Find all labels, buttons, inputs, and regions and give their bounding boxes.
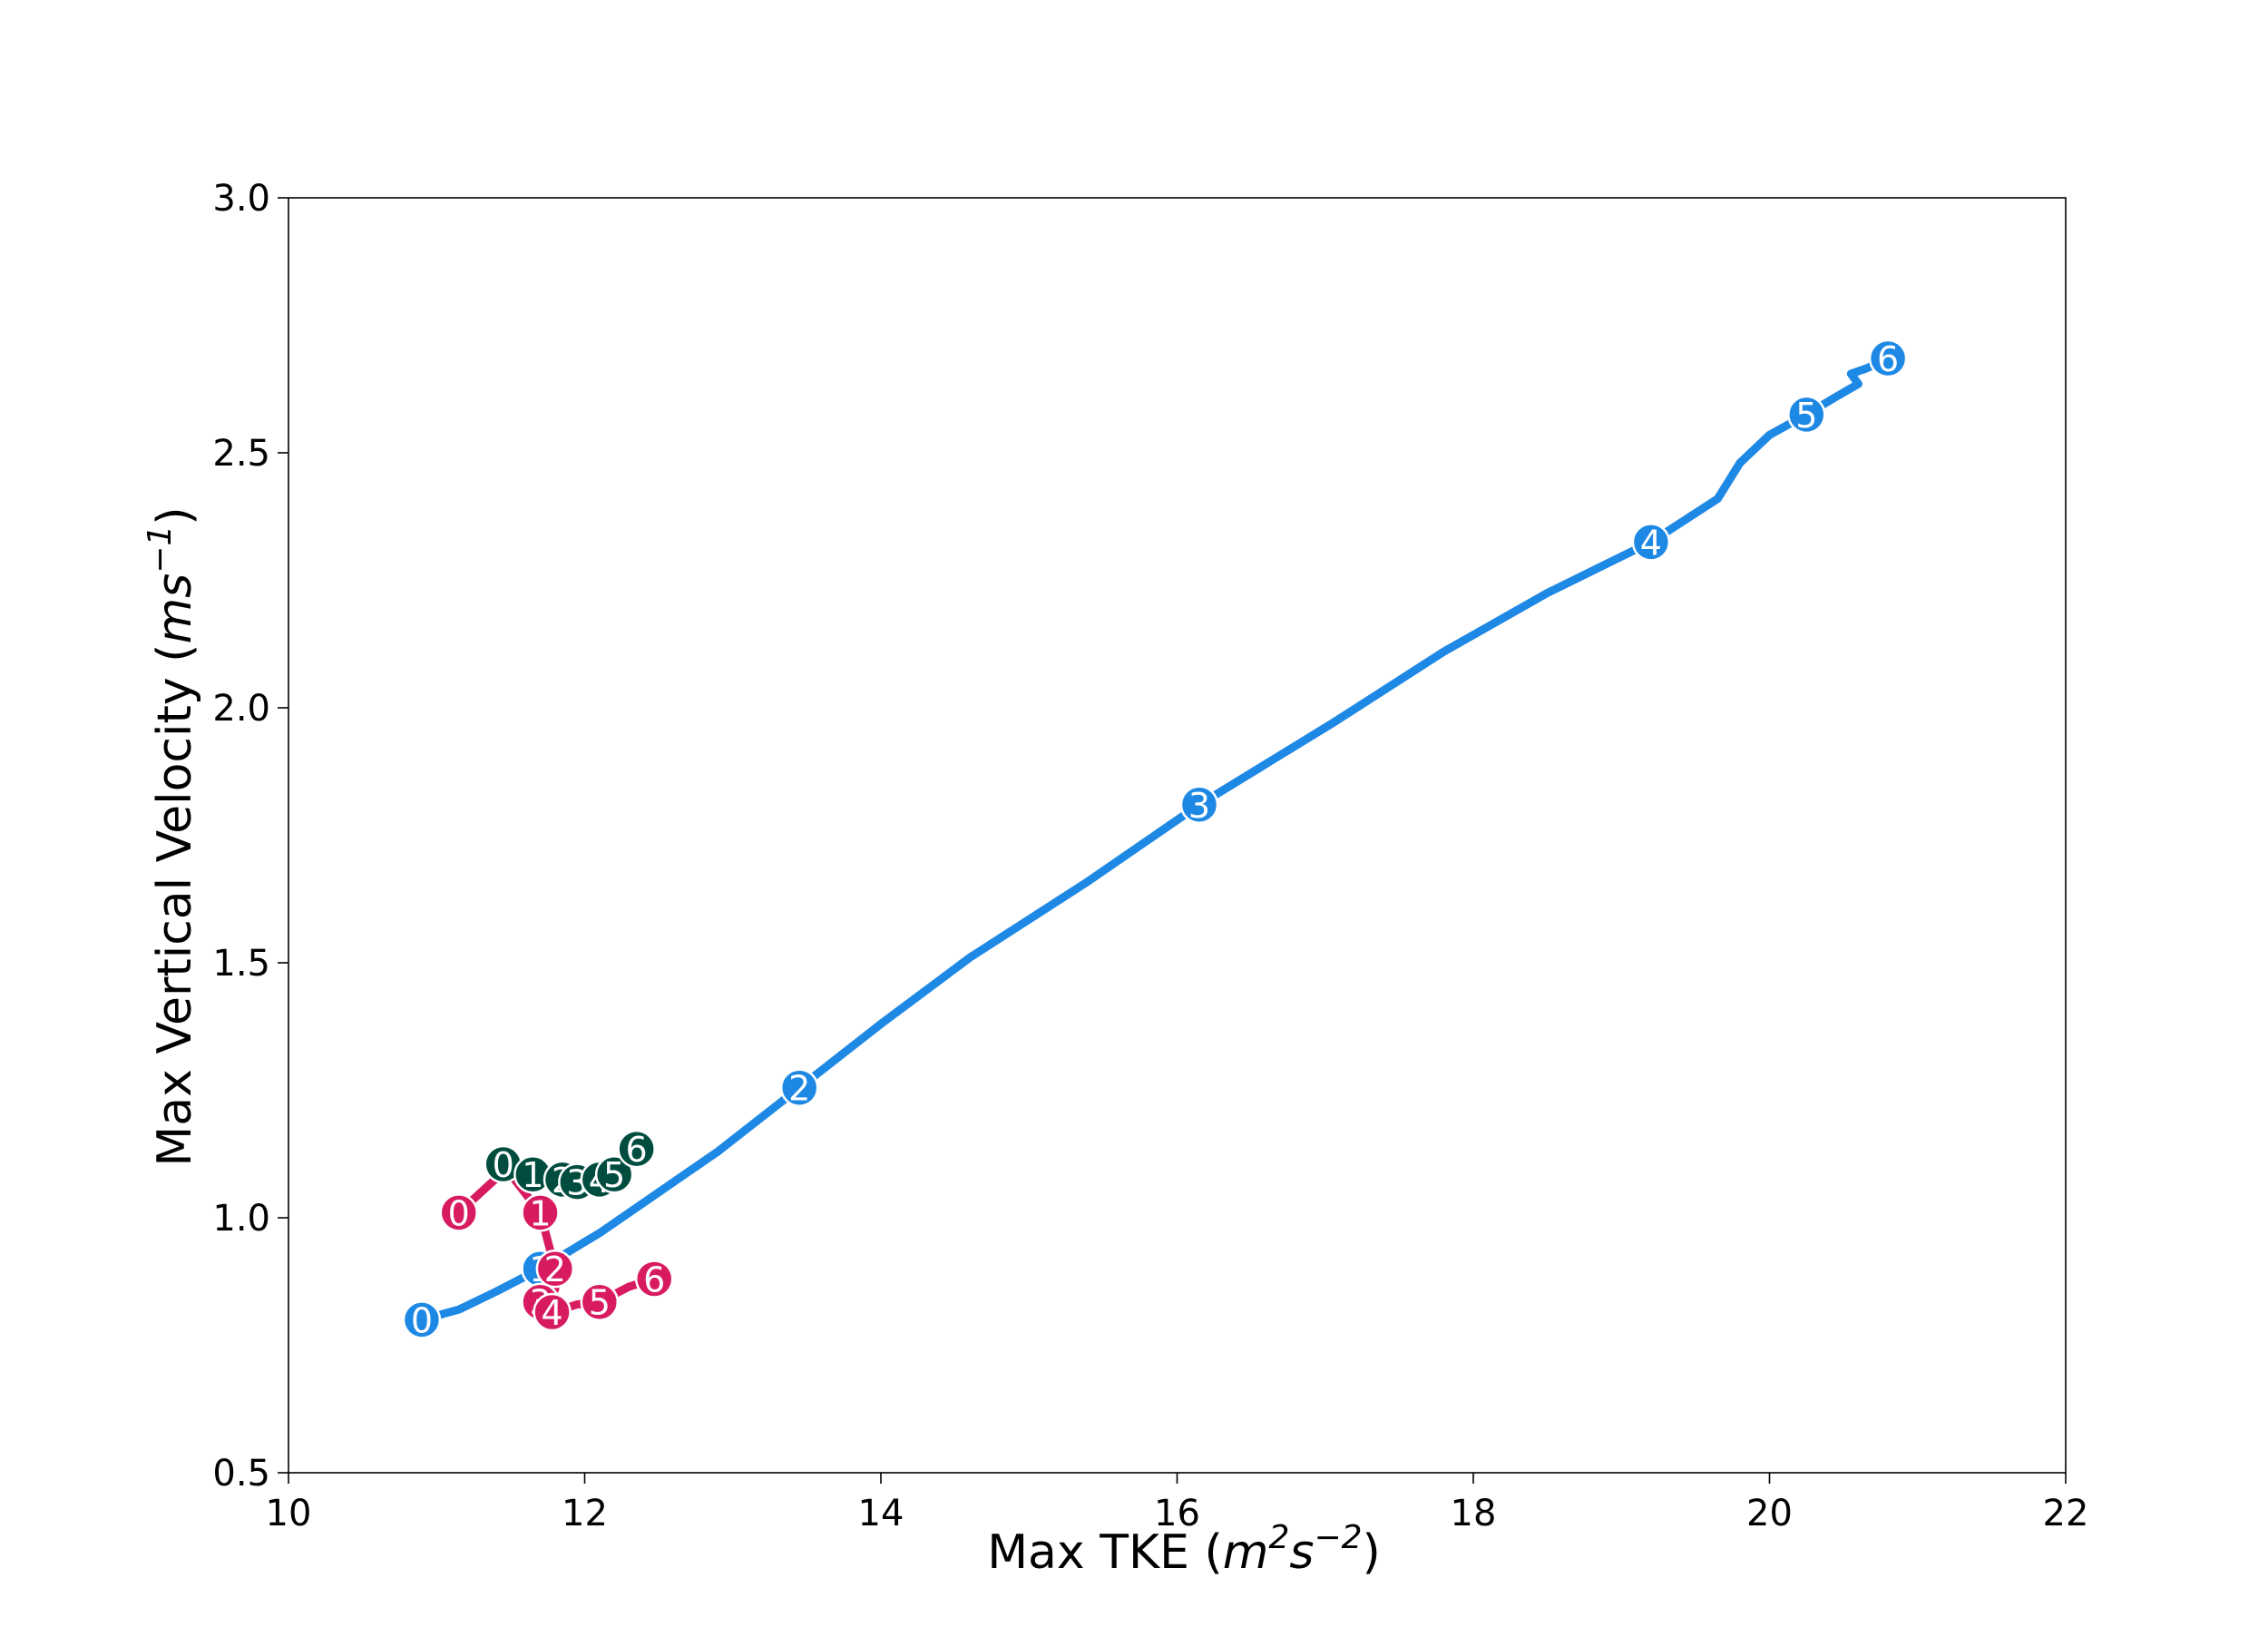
y-tick-label: 1.5 <box>212 943 270 985</box>
y-tick-label: 1.0 <box>212 1198 270 1240</box>
x-axis-title-close-paren: ) <box>1363 1525 1381 1580</box>
series-line-blue <box>417 354 1892 1324</box>
y-tick-label: 0.5 <box>212 1453 270 1495</box>
series-marker <box>439 1193 478 1232</box>
x-axis-title: Max TKE (m2s−2) <box>987 1519 1381 1580</box>
marker-label: 5 <box>589 1283 611 1323</box>
marker-label: 1 <box>522 1155 543 1195</box>
y-tick-label: 3.0 <box>212 178 270 220</box>
y-axis-title-close-paren: ) <box>148 506 202 524</box>
marker-label: 3 <box>1188 786 1210 826</box>
series-marker <box>1179 785 1219 825</box>
y-axis-title-unit-base: ms <box>148 573 202 644</box>
series-marker <box>1631 523 1671 562</box>
series-marker <box>535 1249 575 1289</box>
series-green: 0123456 <box>484 1129 656 1203</box>
x-tick-label: 14 <box>858 1493 904 1534</box>
x-tick-label: 12 <box>562 1493 608 1534</box>
x-tick-label: 16 <box>1154 1493 1200 1534</box>
series-marker <box>1868 338 1908 378</box>
y-axis-title-open-paren: ( <box>148 644 202 662</box>
x-axis-title-open-paren: ( <box>1204 1525 1222 1580</box>
x-axis-title-main: Max TKE <box>987 1525 1189 1580</box>
series-marker <box>594 1154 634 1194</box>
series-marker <box>779 1068 819 1107</box>
y-axis-title-unit-exp: −1 <box>142 525 179 573</box>
x-tick-label: 22 <box>2043 1493 2089 1534</box>
marker-label: 0 <box>411 1300 433 1340</box>
marker-label: 6 <box>643 1260 665 1299</box>
x-axis-title-unit-mid: s <box>1289 1525 1314 1580</box>
marker-label: 5 <box>1795 396 1817 436</box>
x-axis-title-unit-base: m <box>1223 1525 1269 1580</box>
series-marker <box>533 1292 572 1332</box>
marker-label: 1 <box>529 1193 551 1233</box>
series-marker <box>1787 395 1826 435</box>
marker-label: 0 <box>448 1193 470 1233</box>
x-tick-label: 20 <box>1746 1493 1793 1534</box>
plot-content: 012345601234560123456 <box>402 338 1908 1340</box>
marker-label: 5 <box>603 1155 625 1195</box>
series-marker <box>617 1129 656 1169</box>
marker-label: 6 <box>626 1130 648 1170</box>
y-tick-label: 2.5 <box>212 433 270 475</box>
y-tick-label: 2.0 <box>212 688 270 730</box>
x-tick-label: 18 <box>1451 1493 1497 1534</box>
axis-ticks: 10 12 14 16 18 20 220.51.01.52.02.53.0 <box>212 178 2088 1534</box>
series-marker <box>634 1260 674 1299</box>
marker-label: 6 <box>1877 339 1899 379</box>
y-axis-title: Max Vertical Velocity (ms−1) <box>142 506 202 1166</box>
marker-label: 2 <box>544 1250 566 1289</box>
series-marker <box>521 1193 560 1232</box>
x-tick-label: 10 <box>266 1493 312 1534</box>
y-axis-title-main: Max Vertical Velocity <box>148 677 202 1166</box>
x-axis-title-unit-exp1: 2 <box>1268 1519 1289 1556</box>
marker-label: 4 <box>541 1293 562 1333</box>
series-blue: 0123456 <box>402 338 1908 1340</box>
series-marker <box>402 1300 442 1339</box>
series-marker <box>580 1282 620 1321</box>
marker-label: 2 <box>788 1069 810 1109</box>
x-axis-title-unit-exp2: −2 <box>1314 1519 1362 1556</box>
marker-label: 0 <box>493 1145 514 1185</box>
marker-label: 4 <box>1640 523 1662 563</box>
